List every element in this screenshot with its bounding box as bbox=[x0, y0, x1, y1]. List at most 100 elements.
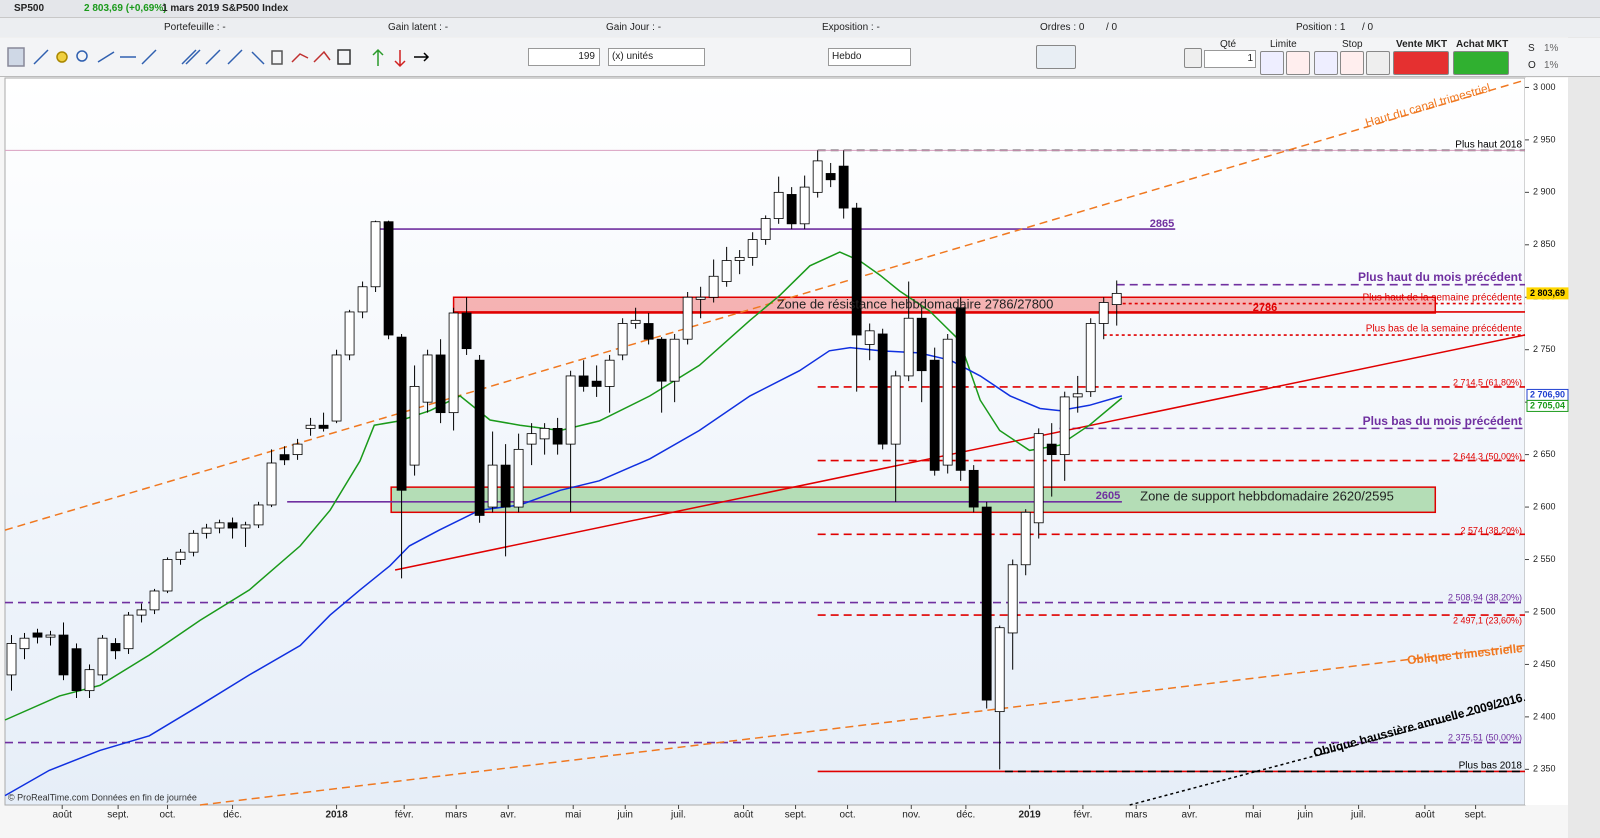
annotation: Plus haut de la semaine précédente bbox=[1362, 293, 1522, 304]
candle-body bbox=[981, 506, 992, 701]
candle-body bbox=[409, 386, 420, 466]
x-tick-label: sept. bbox=[1465, 810, 1487, 821]
symbol[interactable]: SP500 bbox=[14, 3, 45, 14]
candle-body bbox=[799, 186, 810, 225]
candle-body bbox=[97, 637, 108, 676]
candle-body bbox=[578, 375, 589, 387]
candle-body bbox=[747, 239, 758, 258]
x-tick-label: sept. bbox=[107, 810, 129, 821]
y-tick-label: 2 550 bbox=[1533, 554, 1556, 564]
candle-body bbox=[422, 354, 433, 403]
quote: 2 803,69 (+0,69%) bbox=[84, 3, 167, 14]
trendline bbox=[1129, 699, 1526, 806]
candle-body bbox=[279, 454, 290, 461]
period: Hebdo bbox=[832, 51, 862, 62]
candle-body bbox=[513, 448, 524, 508]
candle-body bbox=[669, 338, 680, 382]
info: Ordres : 0 bbox=[1040, 22, 1085, 33]
annotation: 2 508,94 (38,20%) bbox=[1448, 592, 1522, 602]
sell-button[interactable] bbox=[1393, 51, 1449, 75]
chart-type-button[interactable] bbox=[1036, 45, 1076, 69]
info: Position : 1 bbox=[1296, 22, 1346, 33]
candle-body bbox=[890, 375, 901, 445]
drawing-tools[interactable] bbox=[6, 40, 446, 76]
y-tick-label: 2 750 bbox=[1533, 344, 1556, 354]
candle-body bbox=[188, 532, 199, 553]
unit-select[interactable]: (x) unités bbox=[608, 48, 705, 66]
candle-body bbox=[19, 637, 30, 650]
candle-body bbox=[773, 191, 784, 219]
annotation: Plus haut 2018 bbox=[1455, 140, 1522, 151]
annotation: 2 644,3 (50,00%) bbox=[1453, 451, 1522, 461]
candle-body bbox=[318, 424, 329, 429]
x-tick-label: juil. bbox=[670, 810, 686, 821]
qty-label: Qté bbox=[1220, 39, 1237, 50]
x-tick-label: avr. bbox=[1181, 810, 1197, 821]
x-tick-label: juin bbox=[1296, 810, 1313, 821]
y-axis-area bbox=[1525, 78, 1568, 805]
moving-average bbox=[4, 346, 1123, 797]
price-label: 2 706,90 bbox=[1530, 389, 1565, 399]
candle-body bbox=[71, 648, 82, 692]
scrollbar[interactable] bbox=[1568, 0, 1600, 838]
limit-buy[interactable] bbox=[1260, 51, 1284, 75]
annotation: Plus bas 2018 bbox=[1459, 761, 1523, 772]
info: / 0 bbox=[1106, 22, 1118, 33]
candle-body bbox=[1072, 393, 1083, 398]
footer: © ProRealTime.com Données en fin de jour… bbox=[8, 792, 197, 802]
sell-label: Vente MKT bbox=[1396, 39, 1448, 50]
x-tick-label: août bbox=[734, 810, 754, 821]
qty-input[interactable]: 1 bbox=[1204, 50, 1256, 68]
candle-body bbox=[448, 312, 459, 414]
candle-body bbox=[994, 627, 1005, 713]
candle-body bbox=[500, 464, 511, 508]
price-label: 2 803,69 bbox=[1530, 288, 1565, 298]
candle-body bbox=[942, 338, 953, 466]
period-select[interactable]: Hebdo bbox=[828, 48, 911, 66]
candle-body bbox=[136, 609, 147, 616]
candle-body bbox=[1111, 292, 1122, 305]
s-option[interactable]: S bbox=[1528, 43, 1535, 54]
unit: (x) unités bbox=[612, 51, 654, 62]
stop-extra[interactable] bbox=[1366, 51, 1390, 75]
title-bar: SP500 2 803,69 (+0,69%) 1 mars 2019 S&P5… bbox=[0, 0, 1600, 18]
candle-body bbox=[6, 643, 17, 676]
stop-buy[interactable] bbox=[1314, 51, 1338, 75]
buy-button[interactable] bbox=[1453, 51, 1509, 75]
x-tick-label: août bbox=[1415, 810, 1435, 821]
settings-button[interactable] bbox=[1184, 48, 1202, 68]
candle-body bbox=[539, 427, 550, 440]
candle-body bbox=[461, 312, 472, 350]
info: Gain Jour : - bbox=[606, 22, 662, 33]
buy-label: Achat MKT bbox=[1456, 39, 1509, 50]
candle-body bbox=[58, 634, 69, 676]
y-tick-label: 2 350 bbox=[1533, 764, 1556, 774]
candle-body bbox=[162, 559, 173, 592]
candle-body bbox=[708, 275, 719, 298]
candle-body bbox=[630, 319, 641, 324]
x-tick-label: mars bbox=[445, 810, 467, 821]
y-tick-label: 2 900 bbox=[1533, 187, 1556, 197]
candle-body bbox=[565, 375, 576, 445]
stop-sell[interactable] bbox=[1340, 51, 1364, 75]
candle-body bbox=[1046, 443, 1057, 456]
annotation: 2 714,5 (61,80%) bbox=[1453, 377, 1522, 387]
o-option[interactable]: O bbox=[1528, 60, 1536, 71]
annotation: Plus bas du mois précédent bbox=[1363, 414, 1522, 428]
limit-sell[interactable] bbox=[1286, 51, 1310, 75]
candle-body bbox=[734, 256, 745, 261]
x-tick-label: avr. bbox=[500, 810, 516, 821]
annotation: Zone de résistance hebbdomadaire 2786/27… bbox=[777, 296, 1054, 311]
annotation: 2 497,1 (23,60%) bbox=[1453, 615, 1522, 625]
x-tick-label: févr. bbox=[395, 810, 414, 821]
annotation: 2786 bbox=[1253, 302, 1277, 314]
candle-body bbox=[929, 359, 940, 471]
candle-body bbox=[838, 165, 849, 209]
quantity-input[interactable]: 199 bbox=[528, 48, 600, 66]
info: Portefeuille : - bbox=[164, 22, 226, 33]
candle-body bbox=[214, 522, 225, 529]
candle-body bbox=[955, 307, 966, 471]
x-tick-label: mars bbox=[1125, 810, 1147, 821]
quantity: 199 bbox=[578, 51, 595, 62]
